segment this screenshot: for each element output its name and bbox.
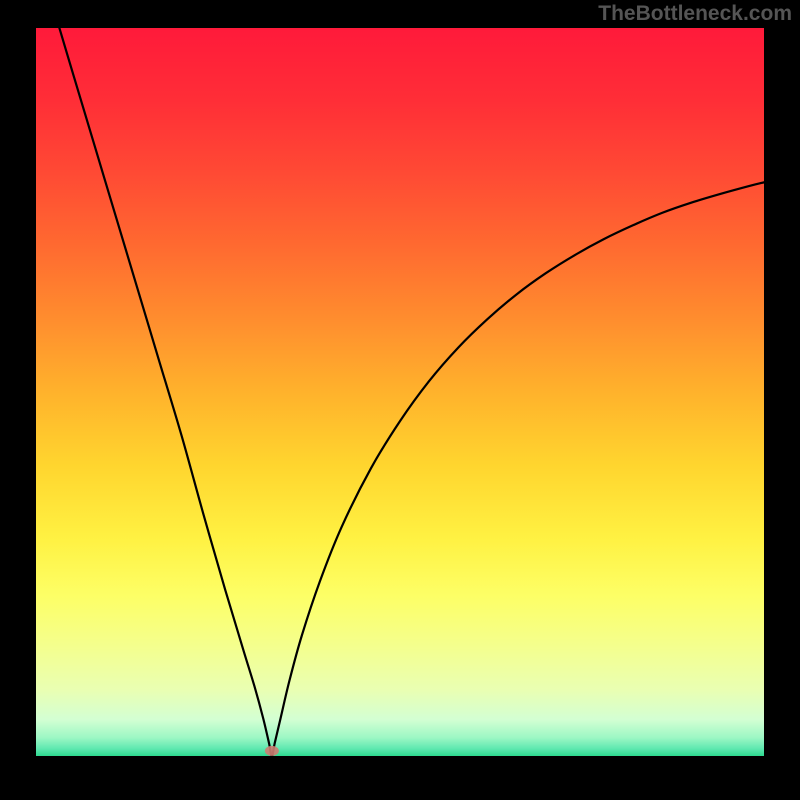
minimum-marker	[265, 746, 279, 756]
watermark-text: TheBottleneck.com	[598, 2, 792, 26]
bottleneck-curve	[36, 0, 764, 756]
chart-container: TheBottleneck.com	[0, 0, 800, 800]
curve-layer	[0, 0, 800, 800]
